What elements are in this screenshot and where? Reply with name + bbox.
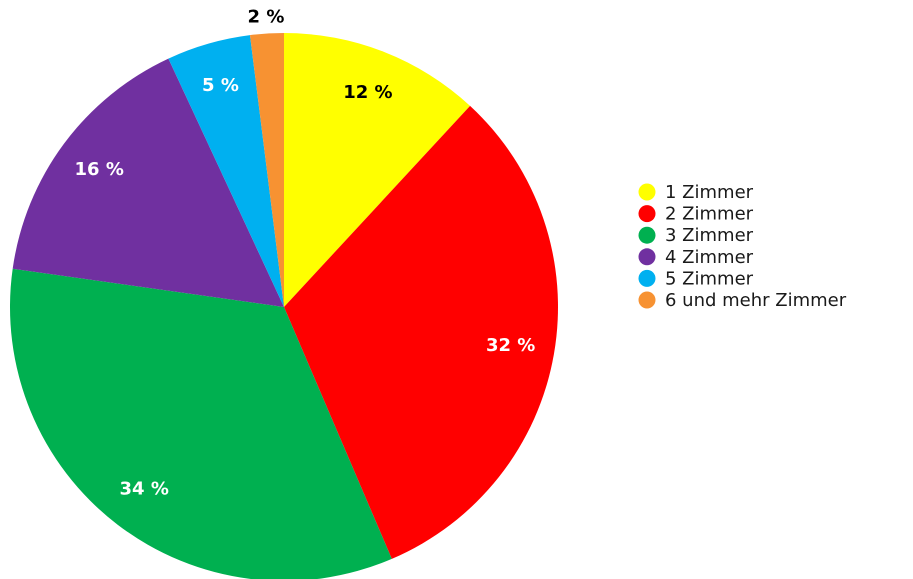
legend-swatch xyxy=(638,226,656,244)
pie-slice xyxy=(284,105,558,559)
pie-slice xyxy=(168,35,284,308)
legend-swatch xyxy=(638,291,656,309)
data-label: 2 % xyxy=(248,7,285,28)
legend-label: 2 Zimmer xyxy=(665,204,754,225)
data-label: 16 % xyxy=(75,159,124,180)
pie-slice xyxy=(284,33,471,307)
legend-label: 5 Zimmer xyxy=(665,268,754,289)
legend-swatch xyxy=(638,183,656,201)
legend-label: 1 Zimmer xyxy=(665,182,754,203)
legend-label: 4 Zimmer xyxy=(665,247,754,268)
legend-swatch xyxy=(638,248,656,266)
legend-swatch xyxy=(638,269,656,287)
legend-label: 3 Zimmer xyxy=(665,225,754,246)
pie-slice xyxy=(249,33,284,307)
pie-slice xyxy=(10,268,392,579)
legend-label: 6 und mehr Zimmer xyxy=(665,290,847,311)
data-label: 32 % xyxy=(486,335,535,356)
data-label: 34 % xyxy=(120,479,169,500)
data-label: 12 % xyxy=(343,82,392,103)
data-label: 5 % xyxy=(202,75,239,96)
pie-slice xyxy=(12,58,284,307)
legend-swatch xyxy=(638,205,656,223)
